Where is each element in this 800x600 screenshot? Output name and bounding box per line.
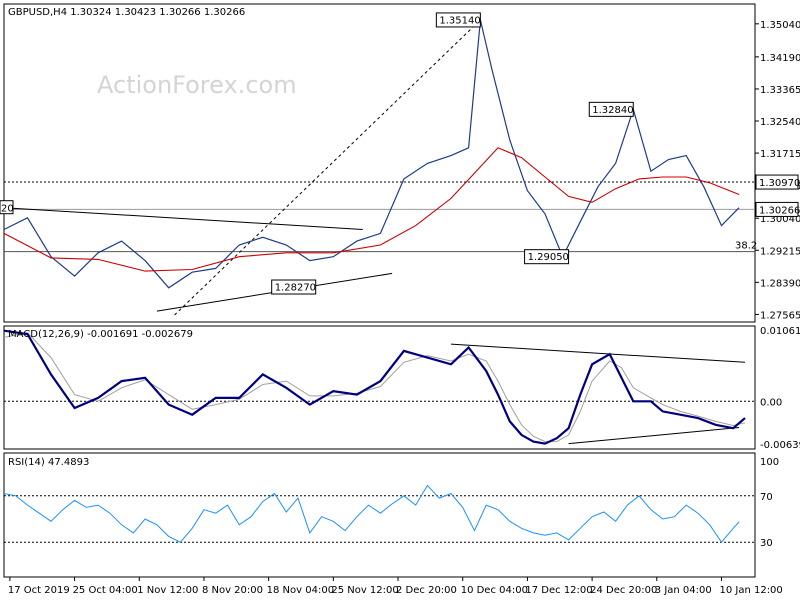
price-axis-label: 1.34190 [760, 53, 800, 64]
x-axis-label: 25 Oct 04:00 [73, 585, 138, 596]
x-axis-label: 25 Nov 12:00 [331, 585, 398, 596]
price-annotation-box [435, 12, 481, 28]
price-axis-label: 1.27565 [760, 310, 800, 321]
macd-axis-label: -0.006391 [760, 440, 800, 451]
partial-label: 20 [1, 204, 14, 215]
moving-average-line [3, 147, 740, 272]
rsi-title: RSI(14) 47.4893 [8, 457, 89, 468]
fib-level-label: 38.2 [735, 241, 757, 252]
macd-axis-label: 0.010613 [760, 326, 800, 337]
rsi-panel [3, 452, 756, 578]
price-trend-line [3, 207, 363, 230]
macd-title: MACD(12,26,9) -0.001691 -0.002679 [8, 329, 193, 340]
macd-trend-line [450, 343, 746, 363]
price-axis-label: 1.30040 [760, 214, 800, 225]
x-axis-label: 1 Nov 12:00 [137, 585, 198, 596]
reference-price-label: 1.30970 [759, 178, 800, 189]
price-axis-label: 1.28390 [760, 278, 800, 289]
price-axis-label: 1.33365 [760, 85, 800, 96]
x-axis-label: 8 Nov 20:00 [202, 585, 263, 596]
x-axis-label: 17 Oct 2019 [8, 585, 70, 596]
price-axis-label: 1.29215 [760, 246, 800, 257]
price-title: GBPUSD,H4 1.30324 1.30423 1.30266 1.3026… [8, 7, 245, 18]
rsi-axis-label: 100 [760, 457, 779, 468]
x-axis-label: 2 Dec 20:00 [396, 585, 457, 596]
x-axis-label: 17 Dec 12:00 [525, 585, 592, 596]
macd-signal-line [3, 332, 746, 443]
rsi-axis-label: 30 [760, 538, 773, 549]
price-panel [3, 3, 756, 323]
price-annotation-box [588, 101, 634, 117]
price-annotation-box [271, 279, 317, 295]
x-axis-label: 3 Jan 04:00 [655, 585, 712, 596]
x-axis-label: 10 Dec 04:00 [461, 585, 528, 596]
macd-line [3, 329, 746, 445]
price-annotation-box [524, 249, 570, 265]
price-axis-label: 1.31715 [760, 149, 800, 160]
price-annotation-label: 1.28270 [275, 283, 316, 294]
watermark: ActionForex.com [97, 71, 297, 99]
reference-price-tag [755, 174, 799, 190]
macd-trend-line [568, 426, 740, 445]
x-axis-label: 24 Dec 20:00 [590, 585, 657, 596]
macd-axis-label: 0.00 [760, 397, 782, 408]
current-price-label: 1.30266 [759, 205, 800, 216]
price-annotation-label: 1.35140 [439, 15, 480, 26]
rsi-axis-label: 70 [760, 492, 773, 503]
x-axis-label: 10 Jan 12:00 [719, 585, 782, 596]
price-trend-line [174, 19, 481, 316]
partial-label-box [0, 200, 14, 215]
macd-panel [3, 325, 756, 450]
rsi-line [3, 484, 740, 544]
price-annotation-label: 1.32840 [592, 105, 633, 116]
price-axis-label: 1.32540 [760, 117, 800, 128]
current-price-tag [755, 201, 799, 217]
x-axis-label: 18 Nov 04:00 [267, 585, 334, 596]
price-axis-label: 1.35040 [760, 20, 800, 31]
price-annotation-label: 1.29050 [528, 252, 569, 263]
